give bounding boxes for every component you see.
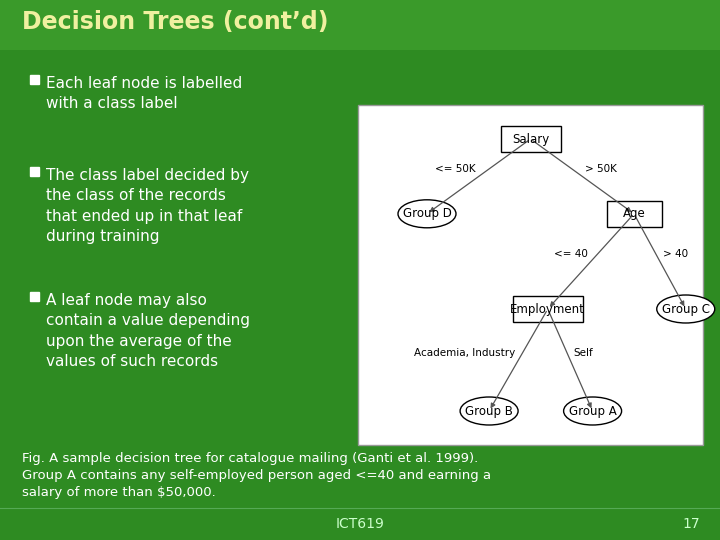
Text: Self: Self <box>573 348 593 358</box>
FancyBboxPatch shape <box>0 0 720 50</box>
FancyBboxPatch shape <box>606 201 662 227</box>
FancyBboxPatch shape <box>30 292 39 301</box>
Text: Employment: Employment <box>510 302 585 315</box>
FancyBboxPatch shape <box>30 167 39 176</box>
Text: Group A: Group A <box>569 404 616 417</box>
Text: Group D: Group D <box>402 207 451 220</box>
Text: Decision Trees (cont’d): Decision Trees (cont’d) <box>22 10 328 34</box>
FancyBboxPatch shape <box>513 296 582 322</box>
Text: <= 40: <= 40 <box>554 249 588 259</box>
Ellipse shape <box>657 295 715 323</box>
Text: > 50K: > 50K <box>585 164 617 174</box>
Text: A leaf node may also
contain a value depending
upon the average of the
values of: A leaf node may also contain a value dep… <box>46 293 250 369</box>
FancyBboxPatch shape <box>358 105 703 445</box>
Text: Salary: Salary <box>512 132 549 145</box>
Text: 17: 17 <box>683 517 700 531</box>
Text: <= 50K: <= 50K <box>435 164 476 174</box>
Text: The class label decided by
the class of the records
that ended up in that leaf
d: The class label decided by the class of … <box>46 168 249 244</box>
Text: > 40: > 40 <box>663 249 688 259</box>
FancyBboxPatch shape <box>30 75 39 84</box>
Text: Academia, Industry: Academia, Industry <box>414 348 516 358</box>
Ellipse shape <box>564 397 621 425</box>
Text: Each leaf node is labelled
with a class label: Each leaf node is labelled with a class … <box>46 76 242 111</box>
Text: ICT619: ICT619 <box>336 517 384 531</box>
FancyBboxPatch shape <box>500 126 560 152</box>
Text: Group B: Group B <box>465 404 513 417</box>
Text: Age: Age <box>623 207 645 220</box>
Ellipse shape <box>460 397 518 425</box>
Text: Fig. A sample decision tree for catalogue mailing (Ganti et al. 1999).
Group A c: Fig. A sample decision tree for catalogu… <box>22 452 491 499</box>
Ellipse shape <box>398 200 456 228</box>
Text: Group C: Group C <box>662 302 710 315</box>
